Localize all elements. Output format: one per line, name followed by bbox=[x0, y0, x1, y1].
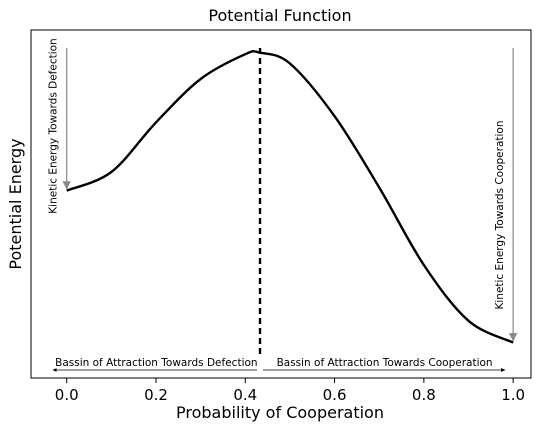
plot-frame bbox=[30, 29, 532, 379]
kinetic-label-defection: Kinetic Energy Towards Defection bbox=[48, 38, 60, 213]
x-axis-ticks: 0.0 0.2 0.4 0.6 0.8 1.0 bbox=[55, 378, 525, 404]
kinetic-label-cooperation: Kinetic Energy Towards Cooperation bbox=[494, 120, 506, 309]
x-tick-label: 0.6 bbox=[323, 386, 347, 404]
x-tick-label: 1.0 bbox=[501, 386, 525, 404]
potential-curve bbox=[66, 50, 514, 344]
x-tick-label: 0.8 bbox=[412, 386, 436, 404]
y-axis-label: Potential Energy bbox=[6, 138, 25, 269]
basin-label-defection: Bassin of Attraction Towards Defection bbox=[55, 357, 257, 369]
x-axis-label: Probability of Cooperation bbox=[176, 403, 384, 422]
x-tick-label: 0.0 bbox=[55, 386, 79, 404]
basin-label-cooperation: Bassin of Attraction Towards Cooperation bbox=[277, 357, 493, 369]
x-tick-label: 0.4 bbox=[233, 386, 257, 404]
chart-title: Potential Function bbox=[208, 6, 351, 25]
x-tick-label: 0.2 bbox=[144, 386, 168, 404]
